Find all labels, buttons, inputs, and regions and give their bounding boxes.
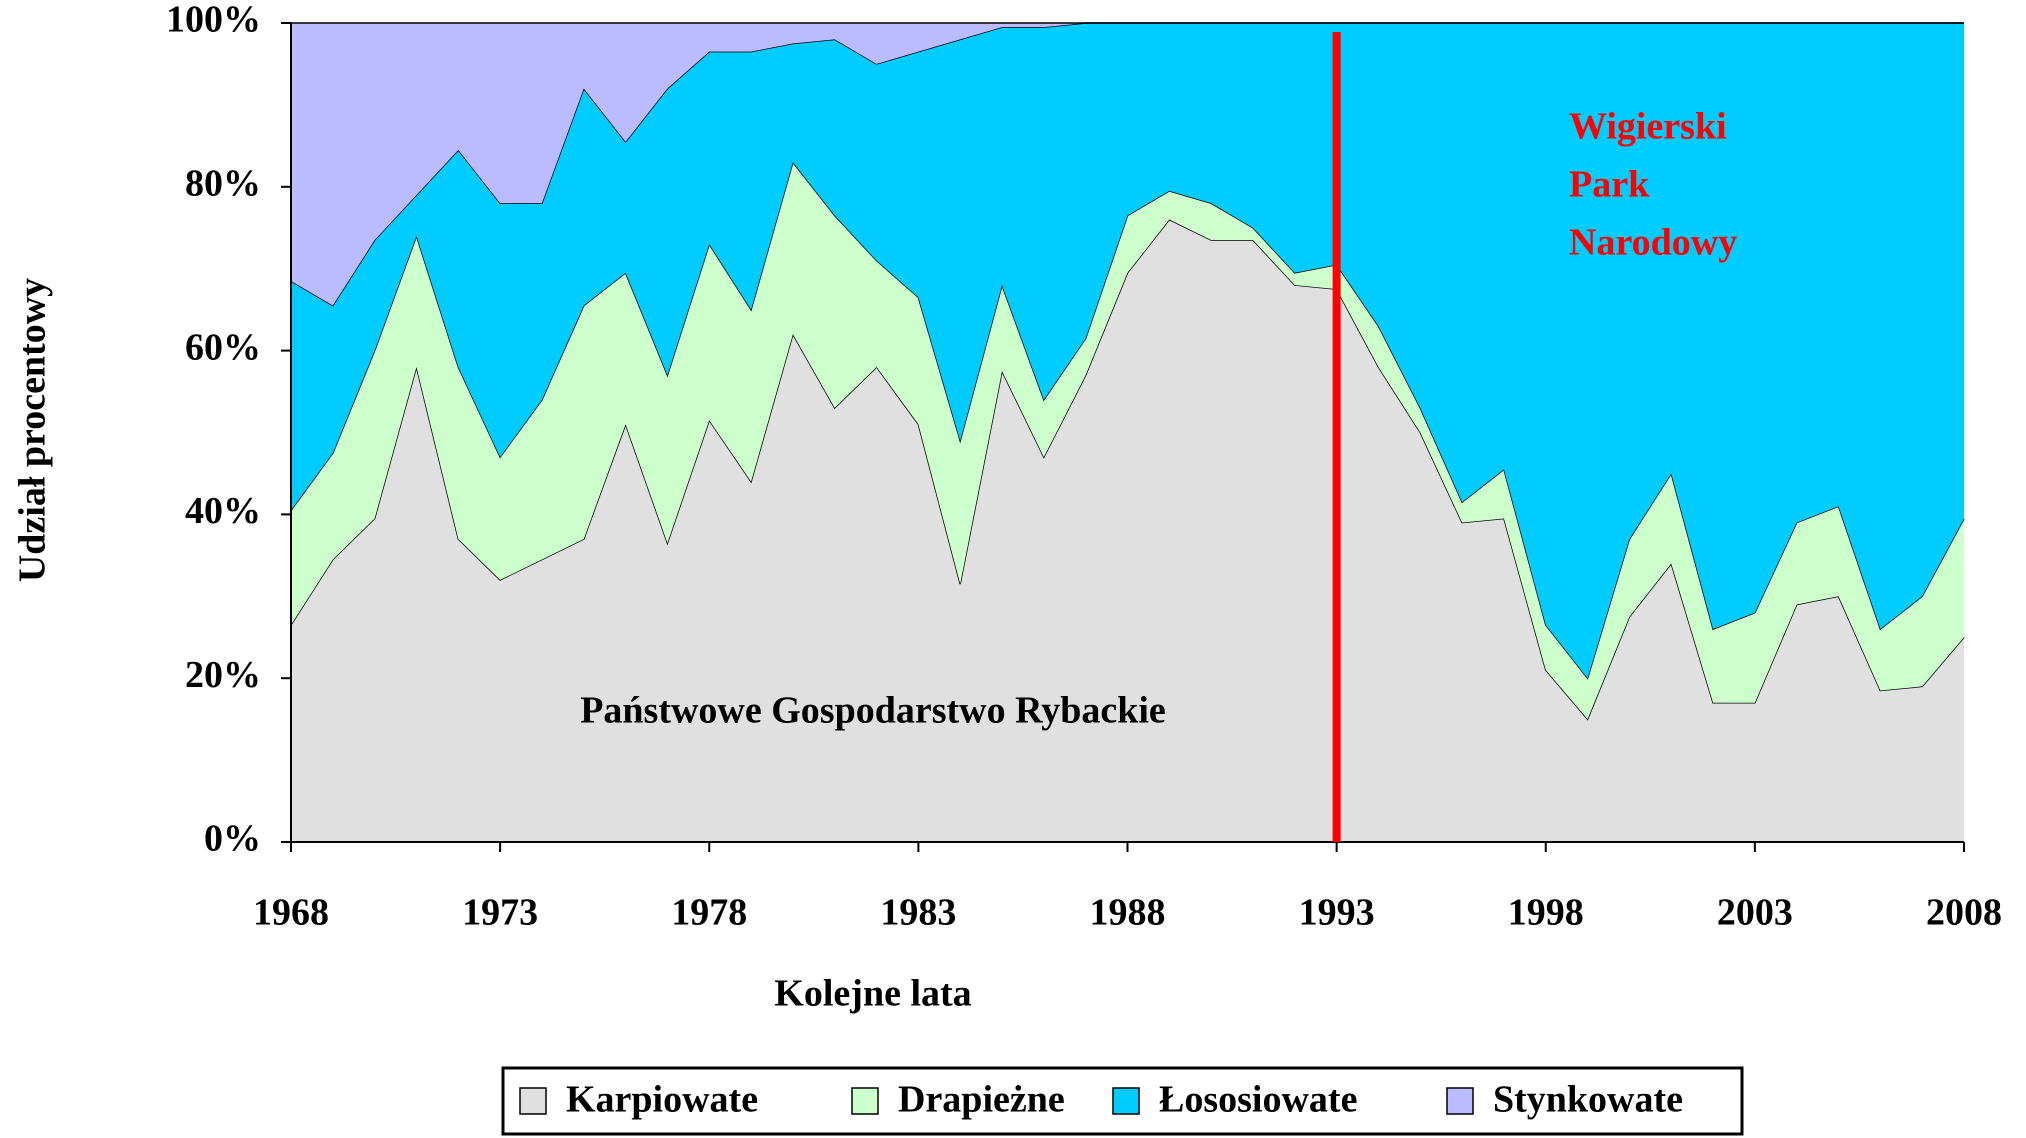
x-tick-label: 1968 — [253, 892, 329, 934]
x-tick-label: 1998 — [1508, 892, 1584, 934]
area — [291, 23, 1964, 306]
area — [291, 23, 1964, 679]
legend-label: Karpiowate — [566, 1079, 758, 1121]
annotation: Państwowe Gospodarstwo Rybackie — [580, 690, 1166, 732]
x-tick-label: 1988 — [1090, 892, 1166, 934]
x-tick-label: 1993 — [1299, 892, 1375, 934]
x-tick-label: 1978 — [671, 892, 747, 934]
x-tick-label: 1973 — [462, 892, 538, 934]
legend-swatch — [519, 1087, 547, 1115]
legend-label: Stynkowate — [1493, 1079, 1683, 1121]
x-tick-label: 2008 — [1926, 892, 2002, 934]
annotation: Park — [1569, 164, 1650, 206]
x-axis-title: Kolejne lata — [774, 973, 971, 1015]
legend-swatch — [1112, 1087, 1140, 1115]
area — [291, 219, 1964, 842]
y-axis-title: Udział procentowy — [12, 278, 54, 582]
legend-label: Łososiowate — [1159, 1079, 1357, 1121]
y-tick-label: 20% — [185, 654, 261, 696]
x-tick-label: 1983 — [880, 892, 956, 934]
y-tick-label: 100% — [166, 0, 261, 41]
y-tick-label: 40% — [185, 490, 261, 532]
y-tick-label: 0% — [204, 818, 261, 860]
y-tick-label: 80% — [185, 163, 261, 205]
area — [291, 162, 1964, 720]
legend-swatch — [1446, 1087, 1474, 1115]
legend-label: Drapieżne — [898, 1079, 1065, 1121]
annotation: Wigierski — [1569, 106, 1727, 148]
legend-swatch — [851, 1087, 879, 1115]
annotation: Narodowy — [1569, 222, 1737, 264]
x-tick-label: 2003 — [1717, 892, 1793, 934]
y-tick-label: 60% — [185, 326, 261, 368]
